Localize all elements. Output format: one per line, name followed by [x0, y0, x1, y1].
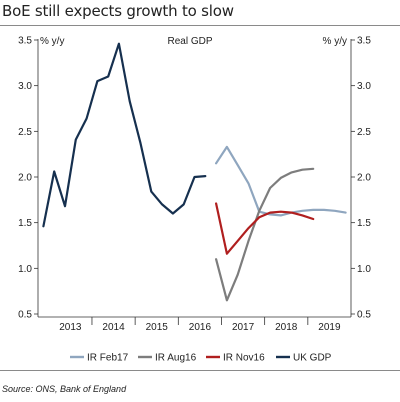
y-tick-label-left: 2.5 — [18, 127, 32, 138]
series-line-ir-nov16 — [215, 202, 315, 255]
x-tick-label: 2016 — [189, 322, 212, 333]
x-tick-label: 2014 — [102, 322, 125, 333]
y-tick-label-left: 3.0 — [18, 81, 32, 92]
series-lines — [42, 42, 347, 302]
right-axis-unit: % y/y — [323, 36, 347, 47]
x-tick-label: 2018 — [275, 322, 298, 333]
bottom-divider — [0, 370, 400, 371]
top-divider — [0, 25, 400, 26]
y-tick-label-right: 2.0 — [357, 173, 371, 184]
y-tick-label-right: 2.5 — [357, 127, 371, 138]
y-tick-label-right: 1.0 — [357, 264, 371, 275]
series-line-ir-feb17 — [215, 145, 347, 217]
legend: IR Feb17 IR Aug16 IR Nov16 UK GDP — [70, 353, 332, 364]
source-note: Source: ONS, Bank of England — [2, 384, 127, 394]
y-tick-label-left: 3.5 — [18, 36, 32, 47]
series-line-uk-gdp — [42, 42, 207, 228]
x-tick-label: 2013 — [59, 322, 82, 333]
x-tick-label: 2015 — [146, 322, 169, 333]
legend-label: IR Feb17 — [87, 353, 129, 364]
legend-label: UK GDP — [293, 353, 332, 364]
y-tick-label-left: 1.0 — [18, 264, 32, 275]
y-tick-label-right: 1.5 — [357, 218, 371, 229]
axis-ticks: 3.5 3.5 3.0 3.0 2.5 2.5 2.0 2.0 1.5 1.5 1.0 1.0 0.5 0… — [18, 36, 371, 334]
y-tick-label-right: 0.5 — [357, 310, 371, 321]
y-tick-label-left: 2.0 — [18, 173, 32, 184]
y-tick-label-right: 3.0 — [357, 81, 371, 92]
y-tick-label-left: 1.5 — [18, 218, 32, 229]
y-tick-label-left: 0.5 — [18, 310, 32, 321]
legend-label: IR Aug16 — [155, 353, 197, 364]
page-title: BoE still expects growth to slow — [2, 2, 234, 20]
series-line-ir-aug16 — [215, 167, 315, 302]
left-axis-unit: % y/y — [40, 36, 64, 47]
chart-title: Real GDP — [167, 36, 212, 47]
gdp-chart: 3.5 3.5 3.0 3.0 2.5 2.5 2.0 2.0 1.5 1.5 1.0 1.0 0.5 0… — [18, 36, 371, 364]
x-tick-label: 2019 — [318, 322, 341, 333]
y-tick-label-right: 3.5 — [357, 36, 371, 47]
x-tick-label: 2017 — [232, 322, 255, 333]
legend-label: IR Nov16 — [223, 353, 265, 364]
